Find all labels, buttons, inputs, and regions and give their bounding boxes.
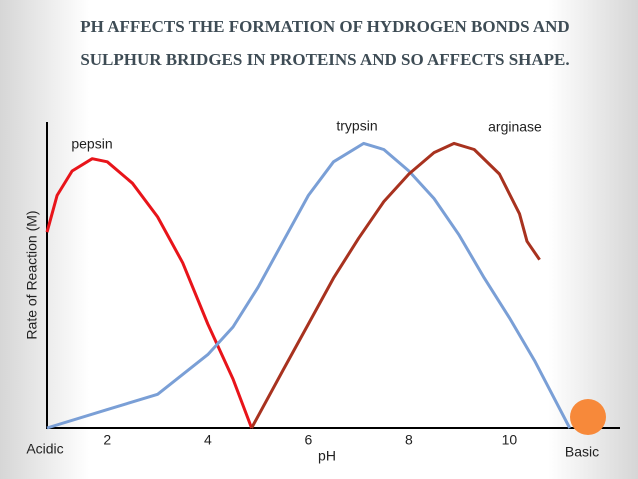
y-axis-label: Rate of Reaction (M) (24, 210, 40, 339)
x-tick-label: 4 (204, 432, 212, 448)
series-label: pepsin (71, 136, 112, 152)
data-line (46, 141, 572, 430)
x-tick-label: 10 (502, 432, 518, 448)
x-axis-label: pH (318, 448, 336, 464)
series-label: trypsin (336, 118, 377, 134)
series-label: arginase (488, 119, 542, 135)
slide-title: PH AFFECTS THE FORMATION OF HYDROGEN BON… (80, 17, 570, 69)
data-line (250, 141, 541, 429)
x-tick-label: 8 (405, 432, 413, 448)
x-tick-label: 6 (304, 432, 312, 448)
x-right-label: Basic (565, 444, 599, 460)
data-line (45, 157, 254, 429)
decoration-circle (570, 399, 606, 435)
x-left-label: Acidic (26, 441, 63, 457)
x-tick-label: 2 (103, 432, 111, 448)
